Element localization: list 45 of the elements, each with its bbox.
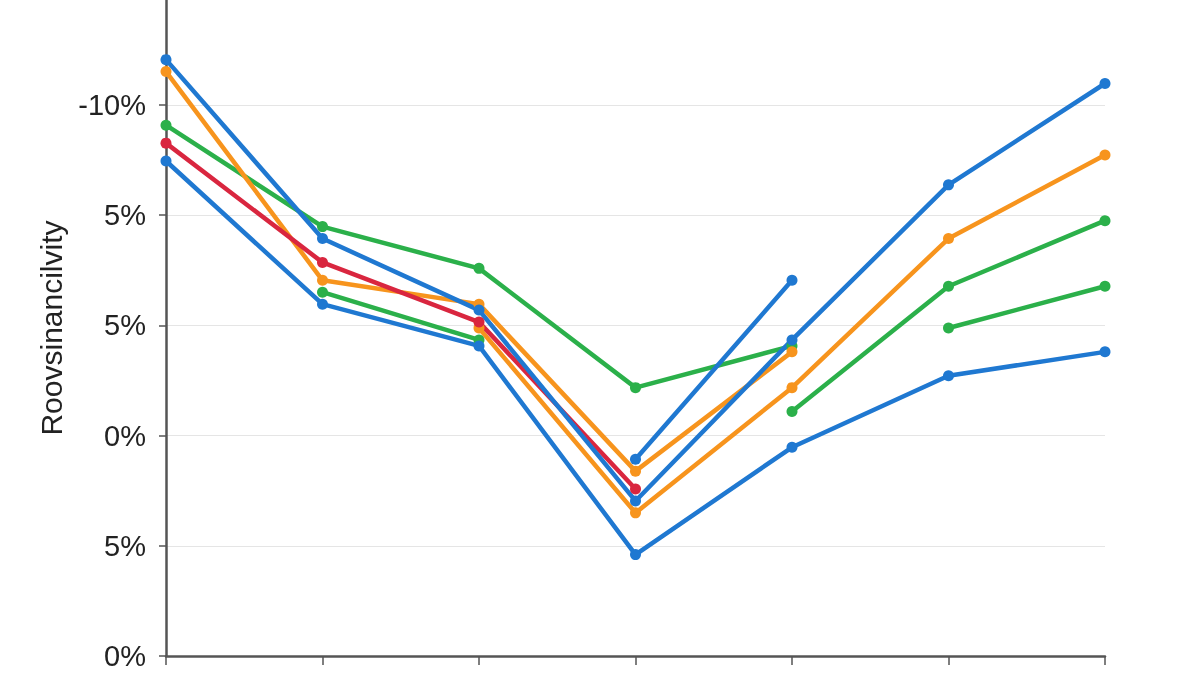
point (473, 340, 485, 352)
point (630, 453, 641, 465)
point (786, 334, 798, 346)
point (943, 233, 954, 245)
point (317, 256, 328, 268)
point (943, 322, 954, 334)
text: 0% (104, 640, 146, 672)
point (1099, 280, 1111, 292)
point (160, 155, 172, 167)
point (786, 405, 798, 417)
point (943, 179, 954, 191)
point (473, 304, 485, 316)
point (630, 549, 641, 561)
text: 0% (104, 419, 146, 452)
point (317, 274, 328, 286)
point (943, 280, 954, 292)
point (317, 221, 328, 233)
point (1099, 149, 1111, 161)
point (630, 382, 641, 394)
text: 5% (104, 309, 146, 342)
point (160, 119, 172, 131)
point (1099, 215, 1111, 227)
point (786, 382, 798, 394)
point (317, 298, 328, 310)
point (786, 441, 798, 453)
point (1099, 77, 1111, 89)
point (160, 137, 172, 149)
point (630, 507, 641, 519)
point (630, 465, 641, 477)
point (160, 54, 172, 66)
text: -10% (78, 88, 146, 121)
point (630, 495, 641, 507)
text: 5% (104, 199, 146, 232)
point (473, 316, 485, 328)
y-axis-title: Roovsinancilvity (34, 220, 68, 436)
point (1099, 346, 1111, 358)
point (630, 483, 641, 495)
point (317, 286, 328, 298)
point (786, 346, 798, 358)
point (317, 233, 328, 245)
point (473, 262, 485, 274)
point (160, 66, 172, 78)
text: 5% (104, 529, 146, 562)
point (786, 274, 798, 286)
point (943, 370, 954, 382)
